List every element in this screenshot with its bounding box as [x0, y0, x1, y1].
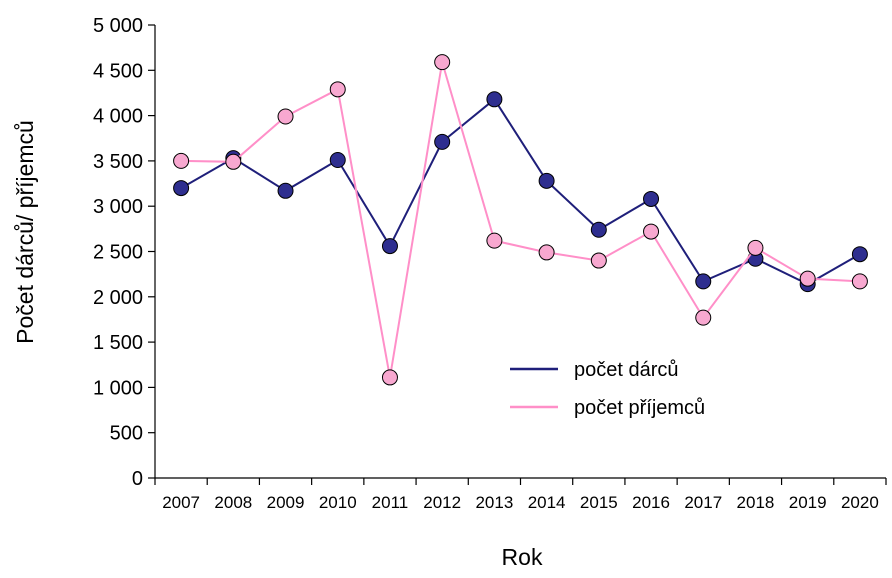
x-tick-label: 2019	[789, 493, 827, 512]
series-line	[180, 97, 861, 286]
data-point	[486, 91, 503, 108]
y-tick-label: 1 500	[93, 332, 143, 354]
data-point	[590, 252, 607, 269]
data-point	[538, 244, 555, 261]
data-point	[329, 81, 346, 98]
axes: 0 500 1 000 1 500 2 000 2 500 3 000 3 500 4 000 4…	[93, 15, 887, 512]
y-tick-label: 2 000	[93, 287, 143, 309]
x-tick-label: 2020	[841, 493, 879, 512]
data-point	[747, 239, 764, 256]
data-point	[695, 273, 712, 290]
data-point	[329, 151, 346, 168]
data-point	[173, 180, 190, 197]
data-point	[851, 246, 868, 263]
y-tick-label: 2 500	[93, 242, 143, 264]
x-tick-label: 2017	[684, 493, 722, 512]
series-line	[181, 61, 860, 378]
x-tick-label: 2010	[319, 493, 357, 512]
data-point	[643, 190, 660, 207]
data-point	[643, 223, 660, 240]
legend-label: počet příjemců	[574, 397, 705, 419]
legend-label: počet dárců	[574, 359, 679, 381]
series-1	[173, 91, 868, 293]
data-point	[381, 369, 398, 386]
data-point	[434, 133, 451, 150]
y-axis-title: Počet dárců/ příjemců	[12, 120, 38, 344]
data-point	[695, 309, 712, 326]
y-tick-label: 4 500	[93, 60, 143, 82]
y-tick-label: 500	[110, 423, 143, 445]
data-point	[277, 182, 294, 199]
legend: počet dárců počet příjemců	[510, 359, 705, 419]
data-point	[277, 108, 294, 125]
x-tick-label: 2009	[267, 493, 305, 512]
y-tick-label: 0	[132, 468, 143, 490]
y-tick-label: 4 000	[93, 106, 143, 128]
x-tick-label: 2015	[580, 493, 618, 512]
data-point	[173, 152, 190, 169]
data-point	[799, 270, 816, 287]
x-tick-label: 2016	[632, 493, 670, 512]
x-tick-label: 2018	[737, 493, 775, 512]
data-point	[381, 238, 398, 255]
series-layer	[173, 54, 868, 386]
x-tick-label: 2011	[372, 493, 409, 512]
x-tick-label: 2007	[162, 493, 200, 512]
y-tick-label: 3 500	[93, 151, 143, 173]
x-tick-label: 2014	[528, 493, 566, 512]
data-point	[538, 172, 555, 189]
data-point	[225, 153, 242, 170]
y-tick-label: 3 000	[93, 196, 143, 218]
data-point	[851, 273, 868, 290]
y-tick-label: 5 000	[93, 15, 143, 37]
x-tick-label: 2013	[475, 493, 513, 512]
series-2	[173, 54, 868, 386]
data-point	[434, 54, 451, 71]
x-tick-label: 2008	[214, 493, 252, 512]
data-point	[486, 232, 503, 249]
data-point	[590, 221, 607, 238]
x-tick-label: 2012	[423, 493, 461, 512]
x-axis-title: Rok	[502, 544, 543, 570]
y-tick-label: 1 000	[93, 377, 143, 399]
